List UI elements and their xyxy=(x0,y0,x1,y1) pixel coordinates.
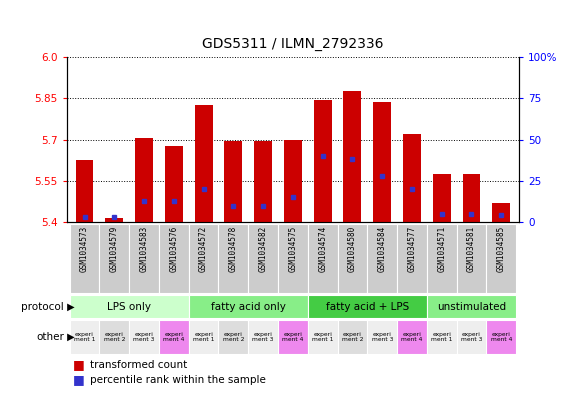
Text: experi
ment 4: experi ment 4 xyxy=(163,332,184,342)
Bar xyxy=(367,224,397,293)
Text: ■: ■ xyxy=(72,358,84,371)
Text: GSM1034579: GSM1034579 xyxy=(110,226,119,272)
Bar xyxy=(397,224,427,293)
Text: GSM1034576: GSM1034576 xyxy=(169,226,178,272)
Text: protocol: protocol xyxy=(21,301,64,312)
Text: experi
ment 1: experi ment 1 xyxy=(312,332,334,342)
Bar xyxy=(75,160,93,222)
Bar xyxy=(456,224,487,293)
Bar xyxy=(308,295,427,318)
Text: experi
ment 3: experi ment 3 xyxy=(372,332,393,342)
Bar xyxy=(427,320,456,354)
Bar xyxy=(492,203,510,222)
Bar xyxy=(456,320,487,354)
Bar xyxy=(219,320,248,354)
Bar xyxy=(284,140,302,222)
Bar xyxy=(427,224,456,293)
Bar xyxy=(70,320,99,354)
Text: experi
ment 1: experi ment 1 xyxy=(431,332,452,342)
Bar xyxy=(487,224,516,293)
Text: experi
ment 3: experi ment 3 xyxy=(461,332,482,342)
Bar xyxy=(397,320,427,354)
Text: ▶: ▶ xyxy=(64,301,74,312)
Text: fatty acid + LPS: fatty acid + LPS xyxy=(326,301,409,312)
Text: ▶: ▶ xyxy=(64,332,74,342)
Bar xyxy=(188,224,219,293)
Bar xyxy=(188,295,308,318)
Text: experi
ment 1: experi ment 1 xyxy=(193,332,215,342)
Text: experi
ment 4: experi ment 4 xyxy=(282,332,303,342)
Text: GSM1034578: GSM1034578 xyxy=(229,226,238,272)
Bar xyxy=(403,134,421,222)
Bar xyxy=(278,224,308,293)
Bar xyxy=(374,102,391,222)
Bar xyxy=(129,320,159,354)
Text: GSM1034577: GSM1034577 xyxy=(408,226,416,272)
Text: GSM1034585: GSM1034585 xyxy=(496,226,506,272)
Text: GSM1034581: GSM1034581 xyxy=(467,226,476,272)
Text: experi
ment 2: experi ment 2 xyxy=(223,332,244,342)
Text: experi
ment 2: experi ment 2 xyxy=(342,332,363,342)
Bar xyxy=(343,91,361,222)
Bar xyxy=(367,320,397,354)
Text: GSM1034583: GSM1034583 xyxy=(140,226,148,272)
Bar xyxy=(463,174,480,222)
Text: fatty acid only: fatty acid only xyxy=(211,301,286,312)
Text: GSM1034580: GSM1034580 xyxy=(348,226,357,272)
Text: ■: ■ xyxy=(72,373,84,386)
Bar xyxy=(159,224,188,293)
Text: unstimulated: unstimulated xyxy=(437,301,506,312)
Bar xyxy=(248,224,278,293)
Bar xyxy=(314,99,332,222)
Bar xyxy=(135,138,153,222)
Bar xyxy=(338,224,367,293)
Text: experi
ment 3: experi ment 3 xyxy=(252,332,274,342)
Text: GSM1034571: GSM1034571 xyxy=(437,226,446,272)
Text: GSM1034575: GSM1034575 xyxy=(288,226,298,272)
Bar xyxy=(106,218,124,222)
Bar xyxy=(338,320,367,354)
Bar xyxy=(99,320,129,354)
Bar xyxy=(159,320,188,354)
Text: experi
ment 2: experi ment 2 xyxy=(104,332,125,342)
Bar xyxy=(427,295,516,318)
Text: experi
ment 1: experi ment 1 xyxy=(74,332,95,342)
Text: other: other xyxy=(36,332,64,342)
Bar xyxy=(165,146,183,222)
Bar xyxy=(254,141,272,222)
Bar xyxy=(308,320,338,354)
Bar xyxy=(219,224,248,293)
Bar xyxy=(487,320,516,354)
Bar xyxy=(70,295,188,318)
Text: transformed count: transformed count xyxy=(90,360,187,370)
Bar xyxy=(188,320,219,354)
Bar xyxy=(129,224,159,293)
Text: experi
ment 4: experi ment 4 xyxy=(401,332,423,342)
Bar xyxy=(99,224,129,293)
Text: GDS5311 / ILMN_2792336: GDS5311 / ILMN_2792336 xyxy=(202,37,383,51)
Bar xyxy=(195,105,212,222)
Bar xyxy=(224,141,242,222)
Text: GSM1034582: GSM1034582 xyxy=(259,226,267,272)
Bar xyxy=(70,224,99,293)
Text: LPS only: LPS only xyxy=(107,301,151,312)
Bar xyxy=(308,224,338,293)
Text: experi
ment 4: experi ment 4 xyxy=(491,332,512,342)
Text: experi
ment 3: experi ment 3 xyxy=(133,332,155,342)
Bar xyxy=(278,320,308,354)
Bar xyxy=(248,320,278,354)
Bar xyxy=(433,174,451,222)
Text: GSM1034584: GSM1034584 xyxy=(378,226,387,272)
Text: GSM1034573: GSM1034573 xyxy=(80,226,89,272)
Text: percentile rank within the sample: percentile rank within the sample xyxy=(90,375,266,385)
Text: GSM1034572: GSM1034572 xyxy=(199,226,208,272)
Text: GSM1034574: GSM1034574 xyxy=(318,226,327,272)
